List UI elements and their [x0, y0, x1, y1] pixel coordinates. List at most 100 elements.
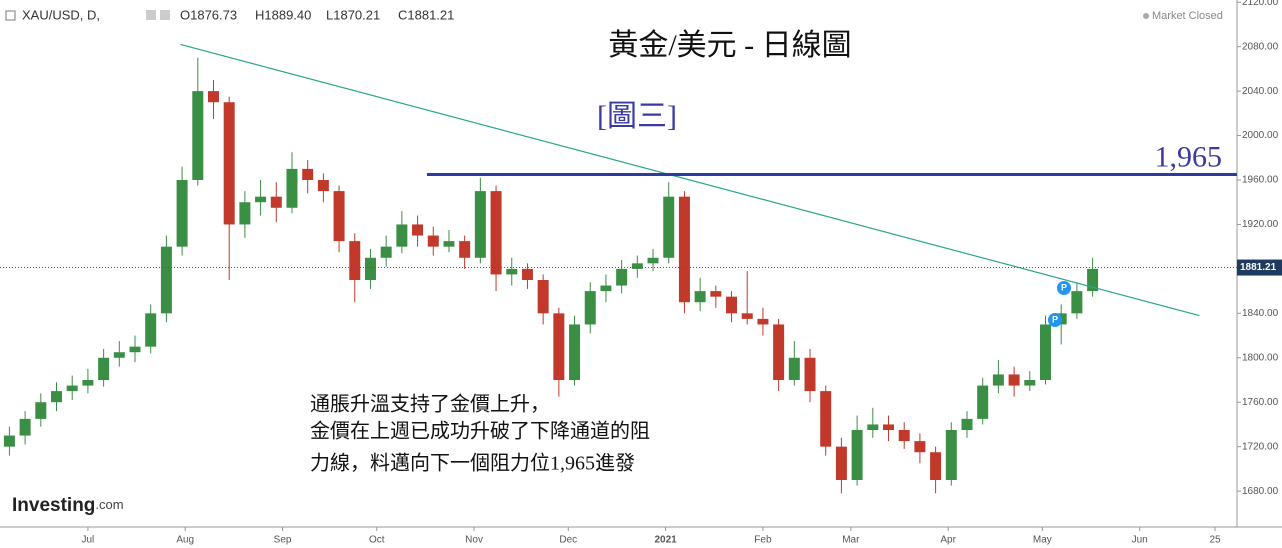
candle-body	[835, 446, 847, 480]
annotation-line: 金價在上週已成功升破了下降通道的阻	[310, 420, 650, 443]
x-tick-label: Feb	[754, 535, 772, 546]
candle-body	[726, 296, 738, 314]
candle-body	[1008, 374, 1020, 386]
x-tick-label: Apr	[940, 535, 956, 546]
ohlc-close: C1881.21	[398, 7, 454, 22]
candle-body	[443, 241, 455, 247]
annotation-line: 力線，料邁向下一個阻力位1,965進發	[310, 452, 635, 475]
x-tick-label: Jul	[82, 535, 95, 546]
candle-body	[459, 241, 471, 258]
symbol: XAU/USD, D,	[22, 7, 100, 22]
candle-body	[333, 191, 345, 242]
marker-icon[interactable]: P	[1061, 282, 1067, 292]
y-tick-label: 2080.00	[1242, 41, 1279, 52]
annotation-line: 通脹升溫支持了金價上升，	[310, 393, 550, 416]
x-tick-label: Mar	[842, 535, 860, 546]
candle-body	[757, 318, 769, 325]
candle-body	[176, 180, 188, 247]
candle-body	[663, 196, 675, 258]
candle-body	[710, 291, 722, 297]
candle-body	[804, 357, 816, 392]
candle-body	[51, 391, 63, 403]
candle-body	[1039, 324, 1051, 380]
candle-body	[1071, 291, 1083, 314]
candle-body	[364, 257, 376, 280]
candle-body	[820, 391, 832, 447]
chart-subtitle: [圖三]	[597, 100, 677, 133]
candle-body	[270, 196, 282, 208]
annotation: 通脹升溫支持了金價上升， 金價在上週已成功升破了下降通道的阻 力線，料邁向下一個…	[310, 393, 650, 475]
candle-body	[1087, 268, 1099, 292]
candle-body	[930, 452, 942, 480]
y-tick-label: 1680.00	[1242, 486, 1279, 497]
last-price-label: 1881.21	[1240, 262, 1277, 273]
candle-body	[427, 235, 439, 247]
y-tick-label: 1960.00	[1242, 175, 1279, 186]
candle-body	[490, 191, 502, 275]
candle-body	[678, 196, 690, 303]
x-tick-label: Sep	[274, 535, 292, 546]
x-tick-label: 2021	[654, 535, 677, 546]
y-tick-label: 1920.00	[1242, 219, 1279, 230]
candle-body	[521, 268, 533, 280]
candle-body	[66, 385, 78, 392]
y-tick-label: 2120.00	[1242, 0, 1279, 8]
ohlc-low: L1870.21	[326, 7, 380, 22]
candle-body	[82, 380, 94, 386]
candle-body	[788, 357, 800, 380]
candle-body	[129, 346, 141, 353]
candle-body	[914, 441, 926, 453]
candle-body	[98, 357, 110, 380]
candle-body	[647, 257, 659, 264]
x-tick-label: Dec	[559, 535, 577, 546]
candle-body	[380, 246, 392, 258]
candle-body	[694, 291, 706, 303]
candle-body	[898, 430, 910, 442]
last-price-box	[1237, 259, 1282, 276]
settings-icon[interactable]	[160, 10, 170, 20]
y-tick-label: 1840.00	[1242, 308, 1279, 319]
x-tick-label: Aug	[176, 535, 194, 546]
x-tick-label: Nov	[465, 535, 483, 546]
y-tick-label: 1720.00	[1242, 441, 1279, 452]
x-tick-label: Oct	[369, 535, 385, 546]
marker-icon[interactable]	[1057, 281, 1071, 295]
x-tick-label: 25	[1209, 535, 1221, 546]
logo: Investing.com	[12, 495, 124, 516]
candle-body	[851, 430, 863, 480]
candle-body	[945, 430, 957, 480]
y-tick-label: 1800.00	[1242, 352, 1279, 363]
status: Market Closed	[1152, 10, 1223, 22]
candle-body	[474, 191, 486, 258]
candle-body	[992, 374, 1004, 386]
collapse-icon[interactable]	[5, 10, 16, 21]
candle-body	[584, 291, 596, 325]
candle-body	[3, 435, 15, 447]
candle-body	[239, 202, 251, 225]
candle-body	[192, 91, 204, 180]
trendline	[180, 43, 1200, 317]
candle-body	[883, 424, 894, 430]
ohlc-open: O1876.73	[180, 7, 237, 22]
candle-body	[317, 180, 329, 192]
candle-body	[396, 224, 408, 247]
chart-title: 黃金/美元 - 日線圖	[608, 29, 851, 62]
candle-body	[35, 402, 47, 419]
x-tick-label: Jun	[1132, 535, 1148, 546]
candle-body	[223, 102, 235, 225]
candle-body	[569, 324, 581, 380]
candle-body	[1024, 380, 1036, 386]
ohlc-high: H1889.40	[255, 7, 311, 22]
candle-body	[286, 168, 298, 208]
candle-body	[553, 313, 565, 380]
candle-body	[977, 385, 989, 419]
candle-body	[412, 224, 424, 236]
marker-icon[interactable]	[1048, 313, 1062, 327]
candle-body	[255, 196, 267, 203]
settings-icon[interactable]	[146, 10, 156, 20]
candle-body	[207, 91, 219, 103]
marker-icon[interactable]: P	[1052, 314, 1058, 324]
candle-body	[773, 324, 785, 380]
candle-body	[349, 241, 361, 280]
